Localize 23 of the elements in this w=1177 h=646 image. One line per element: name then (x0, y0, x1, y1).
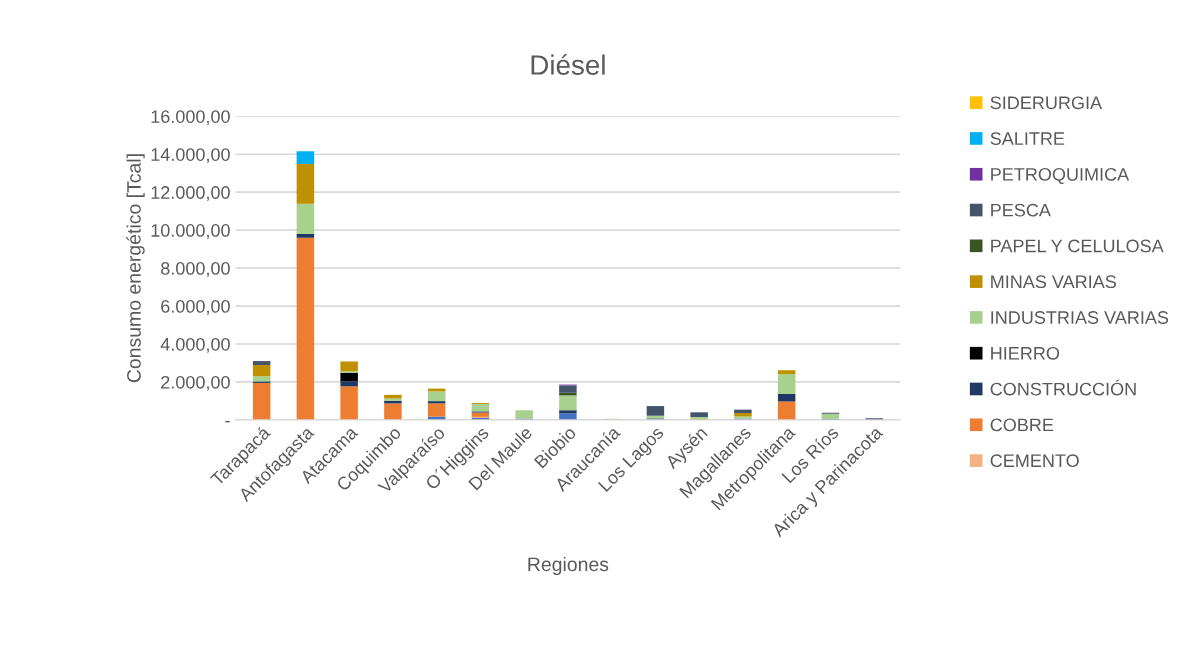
y-tick-label: 12.000,00 (151, 186, 230, 202)
y-tick-label: 14.000,00 (151, 148, 230, 164)
legend-label: SIDERURGIA (990, 96, 1103, 110)
legend-label: MINAS VARIAS (991, 275, 1116, 289)
x-axis-title: Regiones (528, 556, 609, 576)
legend-label: INDUSTRIAS VARIAS (991, 311, 1169, 324)
legend-label: SALITRE (990, 132, 1065, 145)
legend-label: HIERRO (991, 346, 1060, 360)
y-tick-label: 6.000,00 (161, 299, 230, 315)
y-tick-label: 8.000,00 (161, 262, 230, 277)
legend-label: PESCA (991, 203, 1051, 217)
legend-label: PAPEL Y CELULOSA (991, 239, 1164, 253)
chart-title: Diésel (531, 54, 605, 75)
y-tick-label: 10.000,00 (151, 224, 230, 239)
y-tick-label: 16.000,00 (151, 110, 230, 126)
y-axis-title: Consumo energético [Tcal] (126, 154, 145, 383)
legend-label: CEMENTO (990, 454, 1079, 468)
y-tick-label: 4.000,00 (160, 337, 230, 353)
legend-label: COBRE (990, 418, 1054, 432)
legend-label: CONSTRUCCIÓN (990, 379, 1136, 396)
legend-label: PETROQUIMICA (991, 167, 1130, 184)
y-tick-label: - (225, 420, 230, 423)
y-tick-label: 2.000,00 (161, 375, 230, 391)
